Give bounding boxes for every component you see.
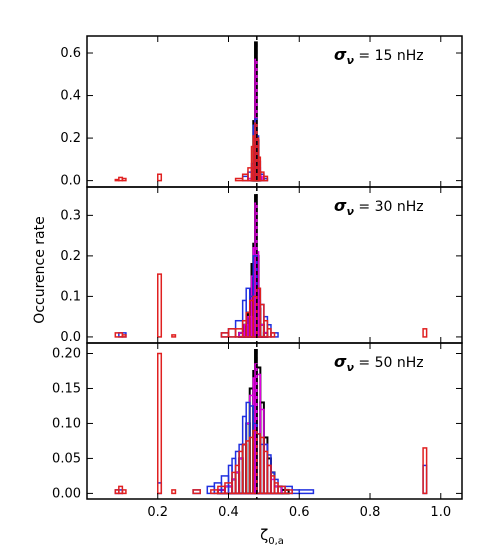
x-tick-label: 0.4 (218, 505, 239, 520)
panel-frame (86, 342, 463, 500)
y-tick-label: 0.6 (60, 46, 81, 61)
histogram-bar (291, 489, 301, 495)
histogram-bar (270, 332, 276, 338)
sigma-annotation: σν = 15 nHz (334, 45, 424, 67)
y-tick-label: 0.20 (52, 346, 81, 361)
x-axis-label-subscript: 0,a (268, 536, 284, 547)
y-tick-label: 0.05 (52, 451, 81, 466)
x-tick-label: 0.2 (147, 505, 168, 520)
panel-2: 0.0 0.1 0.2 0.3 σν = 30 nHz (60, 186, 463, 345)
histogram-bar (157, 352, 163, 495)
x-axis-label-symbol: ζ (260, 526, 268, 544)
histogram-bar (121, 177, 127, 182)
panel-1: 0.0 0.2 0.4 0.6 σν = 15 nHz (60, 35, 463, 189)
y-tick-label: 0.4 (60, 89, 81, 104)
histogram-bar (171, 334, 177, 338)
series-4 (114, 352, 428, 495)
y-tick-label: 0.0 (60, 174, 81, 189)
histogram-bar (220, 332, 230, 338)
histogram-bar (227, 328, 237, 338)
histogram-bar (171, 489, 177, 495)
histogram-bar (241, 173, 249, 182)
histogram-bar (284, 489, 293, 495)
y-tick-label: 0.15 (52, 381, 81, 396)
histogram-bar (263, 175, 269, 182)
y-tick-label: 0.10 (52, 416, 81, 431)
series-4 (114, 122, 269, 182)
panels: 0.0 0.2 0.4 0.6 σν = 15 nHz 0.0 0.1 0.2 0.3 σν = … (52, 35, 463, 520)
histogram-bar (422, 328, 428, 338)
histogram-bar (257, 156, 262, 182)
histogram-bar (192, 489, 201, 495)
sigma-annotation: σν = 50 nHz (334, 352, 424, 374)
sigma-annotation: σν = 30 nHz (334, 196, 424, 218)
histogram-bar (298, 489, 315, 495)
x-axis-label: ζ0,a (260, 526, 284, 547)
y-tick-label: 0.2 (60, 131, 81, 146)
y-axis-label: Occurence rate (32, 216, 48, 323)
histogram-bar (157, 273, 163, 338)
panel-3: 0.00 0.05 0.10 0.15 0.20 0.2 0.4 0.6 0.8 1.0 σν = … (52, 342, 463, 520)
x-tick-label: 0.6 (289, 505, 310, 520)
y-tick-label: 0.0 (60, 330, 81, 345)
x-tick-label: 1.0 (430, 505, 451, 520)
histogram-bar (121, 489, 127, 495)
x-tick-label: 0.8 (360, 505, 381, 520)
histogram-bar (227, 328, 237, 338)
histogram-bar (234, 177, 244, 182)
histogram-bar (157, 173, 163, 182)
y-tick-label: 0.3 (60, 208, 81, 223)
histogram-bar (121, 334, 127, 338)
y-tick-label: 0.2 (60, 249, 81, 264)
y-tick-label: 0.00 (52, 486, 81, 501)
y-tick-label: 0.1 (60, 289, 81, 304)
histogram-bar (422, 447, 428, 495)
